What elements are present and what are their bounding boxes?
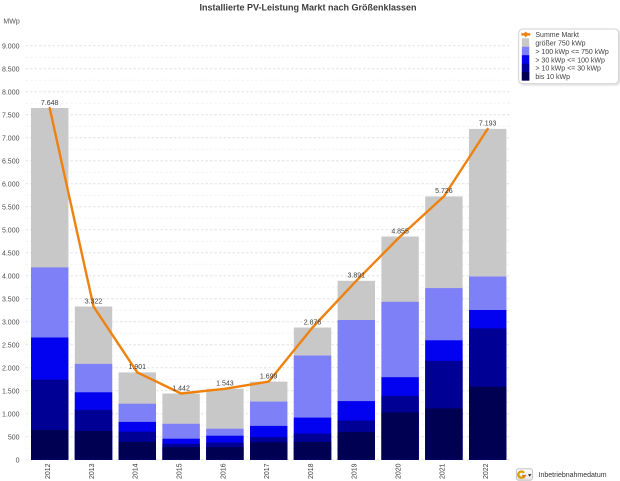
svg-text:2.500: 2.500 [2, 343, 20, 350]
svg-text:7.193: 7.193 [479, 121, 497, 128]
svg-text:2012: 2012 [45, 463, 52, 479]
svg-text:3.891: 3.891 [348, 273, 366, 280]
svg-text:3.322: 3.322 [85, 298, 103, 305]
svg-text:2022: 2022 [483, 463, 490, 479]
svg-text:2015: 2015 [177, 463, 184, 479]
svg-text:> 30 kWp <= 100 kWp: > 30 kWp <= 100 kWp [535, 57, 605, 64]
svg-text:1.543: 1.543 [216, 381, 234, 388]
svg-text:5.500: 5.500 [2, 205, 20, 212]
svg-text:Installierte PV-Leistung Markt: Installierte PV-Leistung Markt nach Größ… [199, 2, 416, 12]
svg-text:7.000: 7.000 [2, 136, 20, 143]
svg-text:2013: 2013 [89, 463, 96, 479]
svg-text:9.000: 9.000 [2, 44, 20, 51]
svg-text:5.726: 5.726 [435, 188, 453, 195]
svg-text:2017: 2017 [264, 463, 271, 479]
svg-text:MWp: MWp [3, 19, 19, 26]
svg-text:> 100 kWp <= 750 kWp: > 100 kWp <= 750 kWp [535, 49, 608, 56]
svg-text:2018: 2018 [308, 463, 315, 479]
svg-text:2020: 2020 [396, 463, 403, 479]
svg-text:1.901: 1.901 [129, 364, 147, 371]
svg-text:6.000: 6.000 [2, 182, 20, 189]
svg-text:2.876: 2.876 [304, 319, 322, 326]
svg-text:500: 500 [8, 435, 20, 442]
svg-text:4.000: 4.000 [2, 274, 20, 281]
svg-text:> 10 kWp <= 30 kWp: > 10 kWp <= 30 kWp [535, 66, 601, 73]
svg-text:größer 750 kWp: größer 750 kWp [535, 40, 585, 47]
svg-text:2014: 2014 [133, 463, 140, 479]
svg-text:4.500: 4.500 [2, 251, 20, 258]
svg-text:0: 0 [16, 458, 20, 465]
svg-text:3.000: 3.000 [2, 320, 20, 327]
svg-text:2021: 2021 [439, 463, 446, 479]
svg-text:8.000: 8.000 [2, 90, 20, 97]
svg-text:2019: 2019 [352, 463, 359, 479]
svg-text:5.000: 5.000 [2, 228, 20, 235]
svg-text:6.500: 6.500 [2, 159, 20, 166]
svg-text:7.500: 7.500 [2, 113, 20, 120]
svg-text:1.500: 1.500 [2, 389, 20, 396]
svg-text:1.699: 1.699 [260, 373, 278, 380]
svg-text:3.500: 3.500 [2, 297, 20, 304]
svg-text:bis 10 kWp: bis 10 kWp [535, 74, 570, 81]
svg-text:7.648: 7.648 [41, 100, 59, 107]
svg-text:2016: 2016 [220, 463, 227, 479]
svg-text:8.500: 8.500 [2, 67, 20, 74]
svg-text:Inbetriebnahmedatum: Inbetriebnahmedatum [539, 472, 607, 479]
svg-text:Summe Markt: Summe Markt [535, 32, 579, 39]
svg-text:1.442: 1.442 [172, 385, 190, 392]
svg-text:4.855: 4.855 [391, 228, 409, 235]
svg-text:2.000: 2.000 [2, 366, 20, 373]
svg-text:1.000: 1.000 [2, 412, 20, 419]
